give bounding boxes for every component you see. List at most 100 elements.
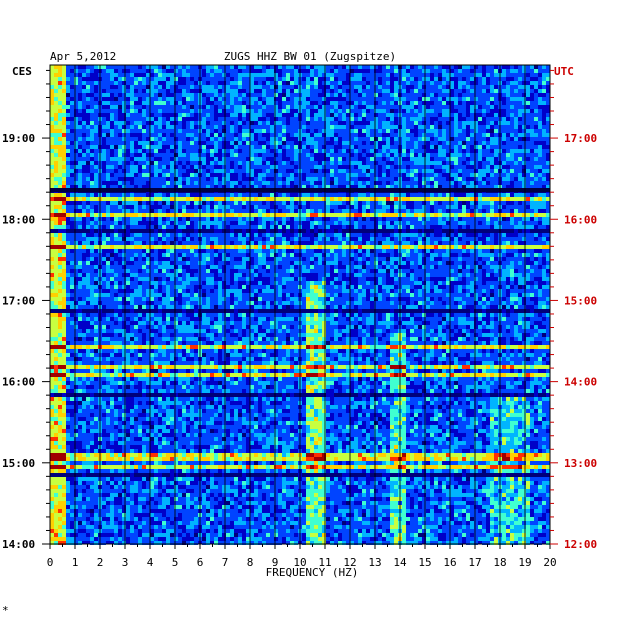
heatmap-cell [318, 125, 322, 129]
heatmap-cell [546, 185, 550, 189]
heatmap-cell [254, 157, 258, 161]
heatmap-cell [258, 133, 262, 137]
heatmap-cell [426, 137, 430, 141]
heatmap-cell [330, 133, 334, 137]
heatmap-cell [138, 117, 142, 121]
heatmap-cell [78, 85, 82, 89]
heatmap-cell [262, 73, 266, 77]
heatmap-cell [306, 113, 310, 117]
heatmap-cell [402, 85, 406, 89]
heatmap-cell [434, 137, 438, 141]
heatmap-cell [378, 109, 382, 113]
heatmap-cell [326, 249, 330, 253]
heatmap-cell [194, 241, 198, 245]
heatmap-cell [406, 181, 410, 185]
heatmap-cell [58, 221, 62, 225]
heatmap-cell [534, 65, 538, 69]
heatmap-cell [174, 193, 178, 197]
heatmap-cell [438, 249, 442, 253]
heatmap-cell [206, 77, 210, 81]
heatmap-cell [174, 249, 178, 253]
heatmap-cell [58, 173, 62, 177]
heatmap-cell [418, 129, 422, 133]
heatmap-cell [278, 201, 282, 205]
heatmap-cell [234, 129, 238, 133]
heatmap-cell [50, 245, 54, 249]
heatmap-cell [478, 81, 482, 85]
heatmap-cell [514, 93, 518, 97]
heatmap-cell [134, 233, 138, 237]
heatmap-cell [446, 125, 450, 129]
heatmap-cell [318, 133, 322, 137]
heatmap-cell [418, 141, 422, 145]
heatmap-cell [478, 229, 482, 233]
heatmap-cell [62, 137, 66, 141]
heatmap-cell [262, 69, 266, 73]
heatmap-cell [182, 233, 186, 237]
heatmap-cell [206, 209, 210, 213]
heatmap-cell [530, 237, 534, 241]
heatmap-cell [474, 129, 478, 133]
heatmap-cell [230, 117, 234, 121]
heatmap-cell [414, 85, 418, 89]
heatmap-cell [494, 129, 498, 133]
heatmap-cell [326, 153, 330, 157]
heatmap-cell [122, 73, 126, 77]
heatmap-cell [254, 117, 258, 121]
heatmap-cell [490, 145, 494, 149]
heatmap-cell [270, 221, 274, 225]
heatmap-cell [126, 265, 130, 269]
heatmap-cell [386, 69, 390, 73]
heatmap-cell [226, 185, 230, 189]
heatmap-cell [290, 213, 294, 217]
heatmap-cell [410, 101, 414, 105]
heatmap-cell [274, 173, 278, 177]
heatmap-cell [186, 89, 190, 93]
heatmap-cell [182, 65, 186, 69]
heatmap-cell [466, 217, 470, 221]
heatmap-cell [390, 117, 394, 121]
heatmap-cell [518, 221, 522, 225]
heatmap-cell [102, 233, 106, 237]
heatmap-cell [154, 109, 158, 113]
heatmap-cell [374, 77, 378, 81]
heatmap-cell [106, 241, 110, 245]
heatmap-cell [186, 157, 190, 161]
heatmap-cell [326, 125, 330, 129]
heatmap-cell [266, 97, 270, 101]
heatmap-cell [246, 97, 250, 101]
heatmap-cell [386, 197, 390, 201]
heatmap-cell [486, 185, 490, 189]
heatmap-cell [426, 169, 430, 173]
heatmap-cell [170, 249, 174, 253]
heatmap-cell [106, 125, 110, 129]
heatmap-cell [114, 73, 118, 77]
heatmap-cell [90, 97, 94, 101]
heatmap-cell [182, 241, 186, 245]
heatmap-cell [526, 65, 530, 69]
heatmap-cell [154, 81, 158, 85]
heatmap-cell [146, 241, 150, 245]
heatmap-cell [238, 261, 242, 265]
heatmap-cell [210, 257, 214, 261]
heatmap-cell [210, 261, 214, 265]
heatmap-cell [394, 245, 398, 249]
heatmap-cell [474, 217, 478, 221]
heatmap-cell [274, 241, 278, 245]
heatmap-cell [350, 245, 354, 249]
heatmap-cell [430, 229, 434, 233]
heatmap-cell [254, 149, 258, 153]
heatmap-cell [542, 177, 546, 181]
heatmap-cell [394, 133, 398, 137]
heatmap-cell [478, 181, 482, 185]
heatmap-cell [386, 157, 390, 161]
heatmap-cell [382, 201, 386, 205]
heatmap-cell [294, 233, 298, 237]
heatmap-cell [130, 141, 134, 145]
heatmap-cell [494, 101, 498, 105]
heatmap-cell [418, 145, 422, 149]
heatmap-cell [542, 225, 546, 229]
heatmap-cell [186, 241, 190, 245]
heatmap-cell [122, 89, 126, 93]
heatmap-cell [514, 89, 518, 93]
